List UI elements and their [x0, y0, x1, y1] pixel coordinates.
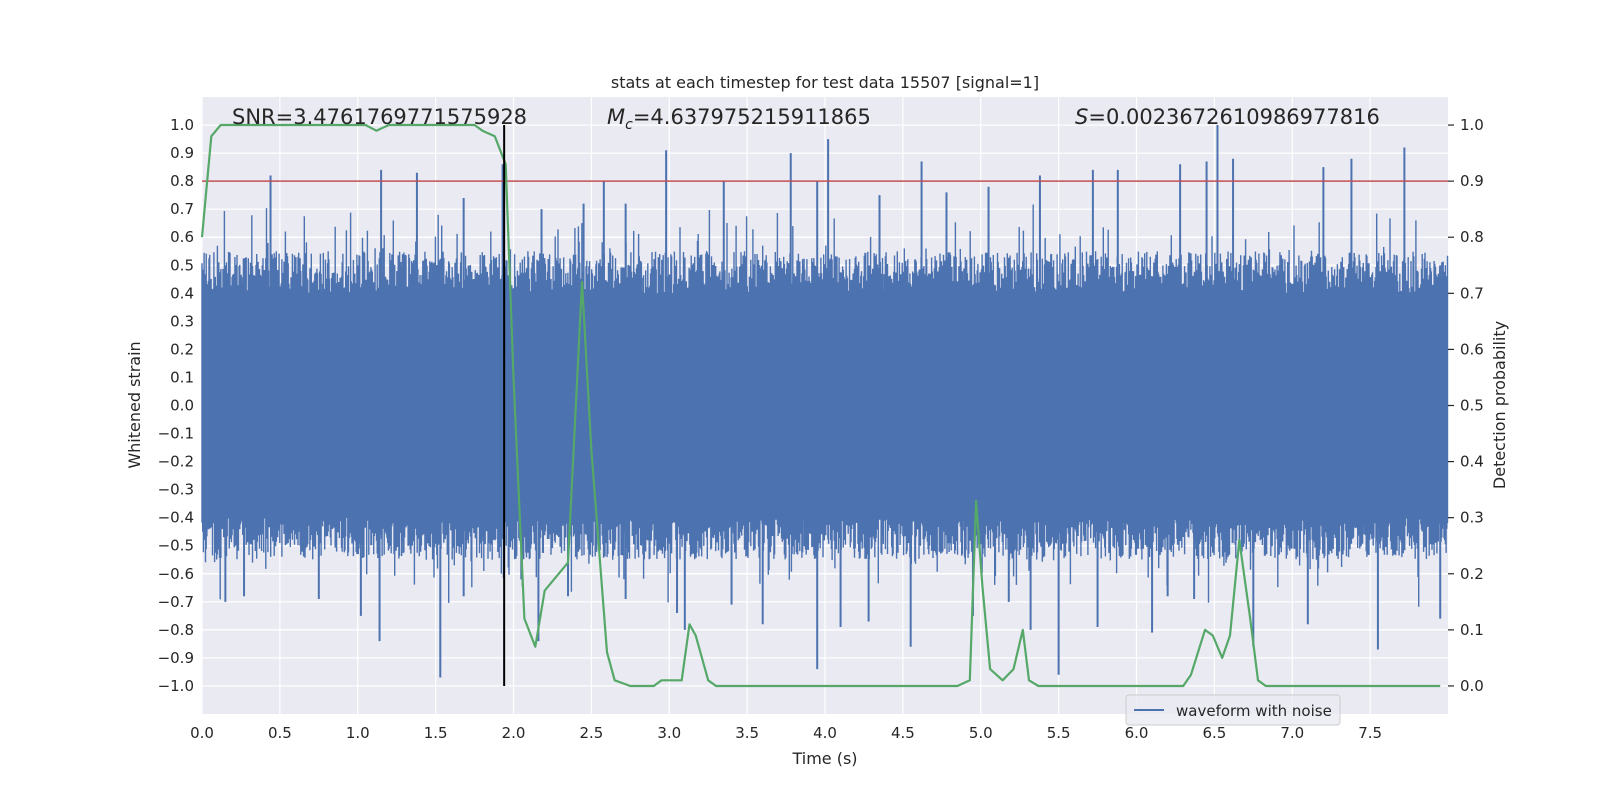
y2-tick-label: 1.0 [1460, 116, 1484, 134]
y-tick-label: −1.0 [158, 677, 194, 695]
y2-tick-label: 0.8 [1460, 228, 1484, 246]
y-tick-label: 0.5 [170, 256, 194, 274]
y2-tick-label: 0.5 [1460, 397, 1484, 415]
y-tick-label: −0.1 [158, 425, 194, 443]
y-tick-label: 0.6 [170, 228, 194, 246]
s-annotation: S=0.0023672610986977816 [1075, 105, 1380, 129]
y-tick-label: 0.8 [170, 172, 194, 190]
waveform-series [201, 125, 1449, 678]
x-tick-label: 4.0 [813, 724, 837, 742]
x-tick-label: 5.5 [1047, 724, 1071, 742]
x-tick-label: 1.0 [346, 724, 370, 742]
x-tick-label: 1.5 [424, 724, 448, 742]
x-tick-label: 3.5 [735, 724, 759, 742]
x-tick-label: 5.0 [969, 724, 993, 742]
y-tick-label: 0.7 [170, 200, 194, 218]
y2-tick-label: 0.2 [1460, 565, 1484, 583]
y-tick-label: 0.4 [170, 284, 194, 302]
y-tick-label: 0.9 [170, 144, 194, 162]
s-symbol: S [1075, 105, 1088, 129]
y2-tick-label: 0.9 [1460, 172, 1484, 190]
x-tick-label: 3.0 [657, 724, 681, 742]
x-tick-label: 2.5 [579, 724, 603, 742]
legend: waveform with noise [1125, 694, 1341, 726]
x-ticks: 0.0 0.5 1.0 1.5 2.0 2.5 3.0 3.5 4.0 4.5 5.0 5.5 6.0 6… [190, 724, 1382, 742]
mc-annotation: Mc=4.637975215911865 [607, 105, 871, 133]
y-ticks: 1.0 0.9 0.8 0.7 0.6 0.5 0.4 0.3 0.2 0.1 0.0 −0.1 −0.… [158, 116, 194, 695]
y-tick-label: 0.1 [170, 368, 194, 386]
y-axis-label: Whitened strain [125, 341, 144, 468]
x-axis-label: Time (s) [791, 749, 857, 768]
mc-subscript: c [625, 117, 633, 133]
mc-value: =4.637975215911865 [633, 105, 871, 129]
mc-symbol: M [607, 105, 625, 129]
y-tick-label: −0.2 [158, 453, 194, 471]
x-tick-label: 6.0 [1125, 724, 1149, 742]
y2-tick-label: 0.6 [1460, 340, 1484, 358]
detection-probability-line [200, 123, 1441, 688]
y-tick-label: −0.3 [158, 481, 194, 499]
y2-axis-label: Detection probability [1490, 321, 1509, 489]
y2-tick-label: 0.0 [1460, 677, 1484, 695]
y2-tick-label: 0.1 [1460, 621, 1484, 639]
y-tick-label: −0.5 [158, 537, 194, 555]
x-tick-label: 0.5 [268, 724, 292, 742]
y2-tick-label: 0.4 [1460, 453, 1484, 471]
x-tick-label: 7.5 [1358, 724, 1382, 742]
y2-ticks: 1.0 0.9 0.8 0.7 0.6 0.5 0.4 0.3 0.2 0.1 0.0 [1448, 116, 1484, 695]
x-tick-label: 4.5 [891, 724, 915, 742]
y-tick-label: −0.9 [158, 649, 194, 667]
y-tick-label: 0.0 [170, 397, 194, 415]
y-tick-label: −0.7 [158, 593, 194, 611]
x-tick-label: 7.0 [1280, 724, 1304, 742]
s-value: =0.0023672610986977816 [1088, 105, 1380, 129]
x-tick-label: 6.5 [1202, 724, 1226, 742]
x-tick-label: 0.0 [190, 724, 214, 742]
y-tick-label: 0.3 [170, 312, 194, 330]
waveform-noise [201, 204, 1449, 607]
chart-title: stats at each timestep for test data 155… [611, 73, 1039, 92]
y-tick-label: 1.0 [170, 116, 194, 134]
legend-label: waveform with noise [1176, 702, 1332, 720]
legend-box [1125, 694, 1341, 726]
y-tick-label: −0.8 [158, 621, 194, 639]
overlays [200, 123, 1448, 688]
y2-tick-label: 0.7 [1460, 284, 1484, 302]
y-tick-label: 0.2 [170, 340, 194, 358]
y-tick-label: −0.6 [158, 565, 194, 583]
snr-annotation: SNR=3.4761769771575928 [232, 105, 527, 129]
y2-tick-label: 0.3 [1460, 509, 1484, 527]
x-tick-label: 2.0 [502, 724, 526, 742]
y-tick-label: −0.4 [158, 509, 194, 527]
